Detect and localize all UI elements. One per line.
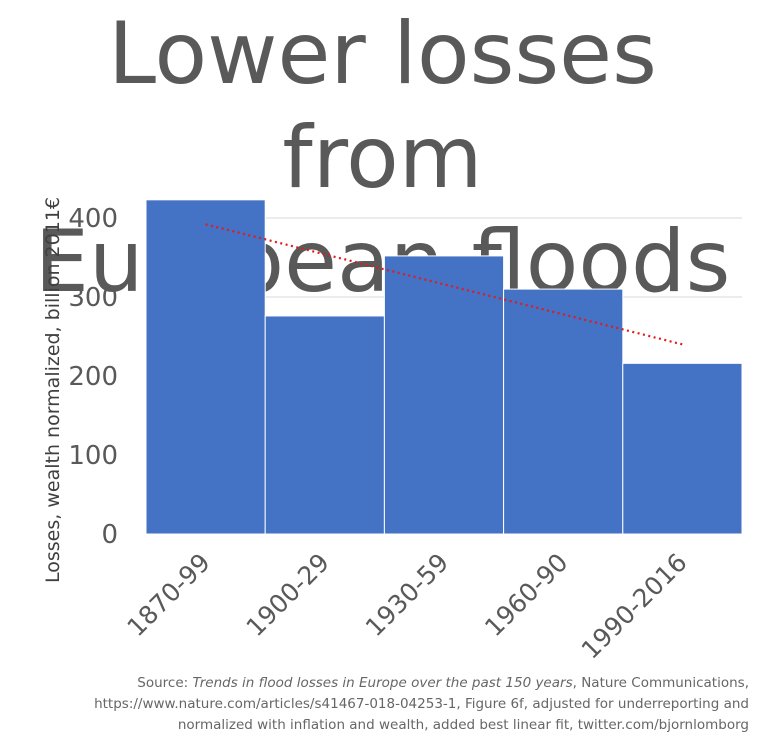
- bar-1930-59: [383, 255, 505, 535]
- y-tick-label: 200: [68, 362, 118, 392]
- bar-1990-2016: [622, 362, 743, 535]
- bar-chart: 0 100 200 300 400 1870-99 1900-29 1930-59 1960-…: [42, 197, 743, 665]
- y-tick-label: 100: [68, 441, 118, 471]
- bar-1960-90: [503, 288, 624, 535]
- source-article-title: Trends in flood losses in Europe over th…: [192, 675, 573, 691]
- y-tick-label: 400: [68, 204, 118, 234]
- bar-1900-29: [264, 315, 385, 535]
- x-axis-ticks: 1870-99 1900-29 1930-59 1960-90 1990-2016: [121, 548, 692, 665]
- x-tick-label: 1900-29: [241, 548, 335, 642]
- source-prefix: Source:: [137, 675, 193, 691]
- y-axis-ticks: 0 100 200 300 400: [68, 204, 118, 550]
- y-axis-label: Losses, wealth normalized, billion 2011€: [42, 197, 64, 583]
- x-tick-label: 1930-59: [360, 548, 454, 642]
- source-journal: , Nature Communications,: [572, 675, 749, 691]
- y-tick-label: 300: [68, 283, 118, 313]
- title-line-1: Lower losses from: [108, 4, 657, 208]
- x-tick-label: 1870-99: [121, 548, 215, 642]
- source-note: Source: Trends in flood losses in Europe…: [9, 673, 749, 736]
- source-notes-line: normalized with inflation and wealth, ad…: [177, 717, 749, 733]
- bars: [145, 199, 743, 535]
- y-tick-label: 0: [101, 520, 118, 550]
- x-tick-label: 1990-2016: [576, 548, 693, 665]
- bar-1870-99: [145, 199, 266, 535]
- x-tick-label: 1960-90: [479, 548, 573, 642]
- source-url-line: https://www.nature.com/articles/s41467-0…: [94, 696, 749, 712]
